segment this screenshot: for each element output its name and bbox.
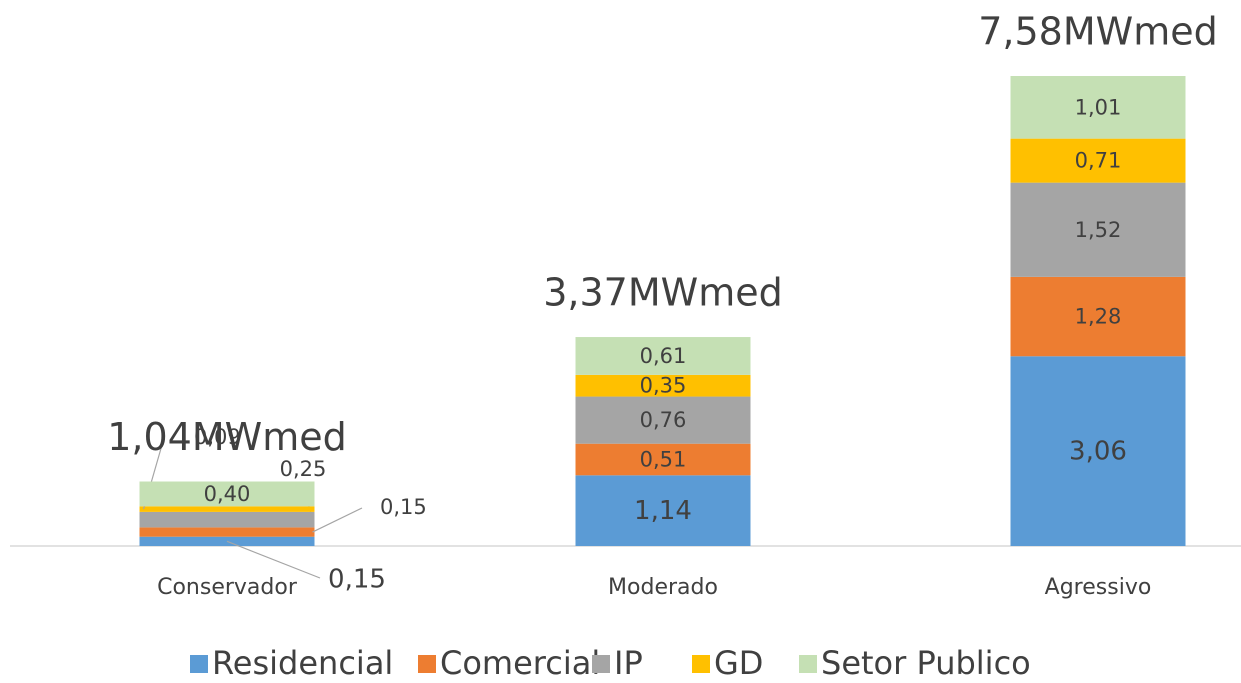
legend-swatch <box>592 655 610 673</box>
legend-swatch <box>190 655 208 673</box>
data-label: 0,51 <box>640 448 687 472</box>
legend-label: Setor Publico <box>821 644 1031 682</box>
bar-segment <box>575 475 751 546</box>
x-tick-label: Moderado <box>608 575 718 600</box>
x-tick-label: Conservador <box>157 575 298 600</box>
total-label: 7,58MWmed <box>978 10 1218 54</box>
bar-segment <box>139 506 315 512</box>
bar-segment <box>575 396 751 444</box>
bar-segment <box>139 511 315 528</box>
data-label: 0,15 <box>380 495 427 519</box>
total-label: 1,04MWmed <box>107 415 347 459</box>
data-label: 1,14 <box>634 496 692 526</box>
bar-segment <box>1010 276 1186 357</box>
data-label: 0,15 <box>328 565 386 595</box>
data-label: 0,76 <box>640 408 687 432</box>
data-label: 1,01 <box>1075 95 1122 119</box>
data-label: 0,61 <box>640 344 687 368</box>
legend-swatch <box>799 655 817 673</box>
bar-segment <box>575 443 751 476</box>
legend-label: Comercial <box>440 644 600 682</box>
data-label: 0,09 <box>194 425 241 449</box>
total-label: 3,37MWmed <box>543 271 783 315</box>
data-label: 1,28 <box>1075 305 1122 329</box>
bar-segment <box>139 527 315 537</box>
bar-segment <box>139 481 315 507</box>
legend-swatch <box>418 655 436 673</box>
bar-segment <box>1010 182 1186 277</box>
x-tick-label: Agressivo <box>1045 575 1152 600</box>
legend-label: IP <box>614 644 643 682</box>
data-label: 1,52 <box>1075 218 1122 242</box>
bar-segment <box>1010 138 1186 183</box>
bar-segment <box>1010 356 1186 546</box>
legend-label: Residencial <box>212 644 393 682</box>
callout-line <box>312 507 363 533</box>
data-label: 0,71 <box>1075 149 1122 173</box>
bar-segment <box>1010 76 1186 139</box>
data-label: 0,25 <box>280 457 327 481</box>
bar-segment <box>575 374 751 397</box>
data-label: 0,35 <box>640 374 687 398</box>
legend-label: GD <box>714 644 763 682</box>
bar-segment <box>575 337 751 375</box>
callout-line <box>226 540 321 579</box>
legend-swatch <box>692 655 710 673</box>
data-label: 3,06 <box>1069 437 1127 467</box>
data-label: 0,40 <box>204 482 251 506</box>
